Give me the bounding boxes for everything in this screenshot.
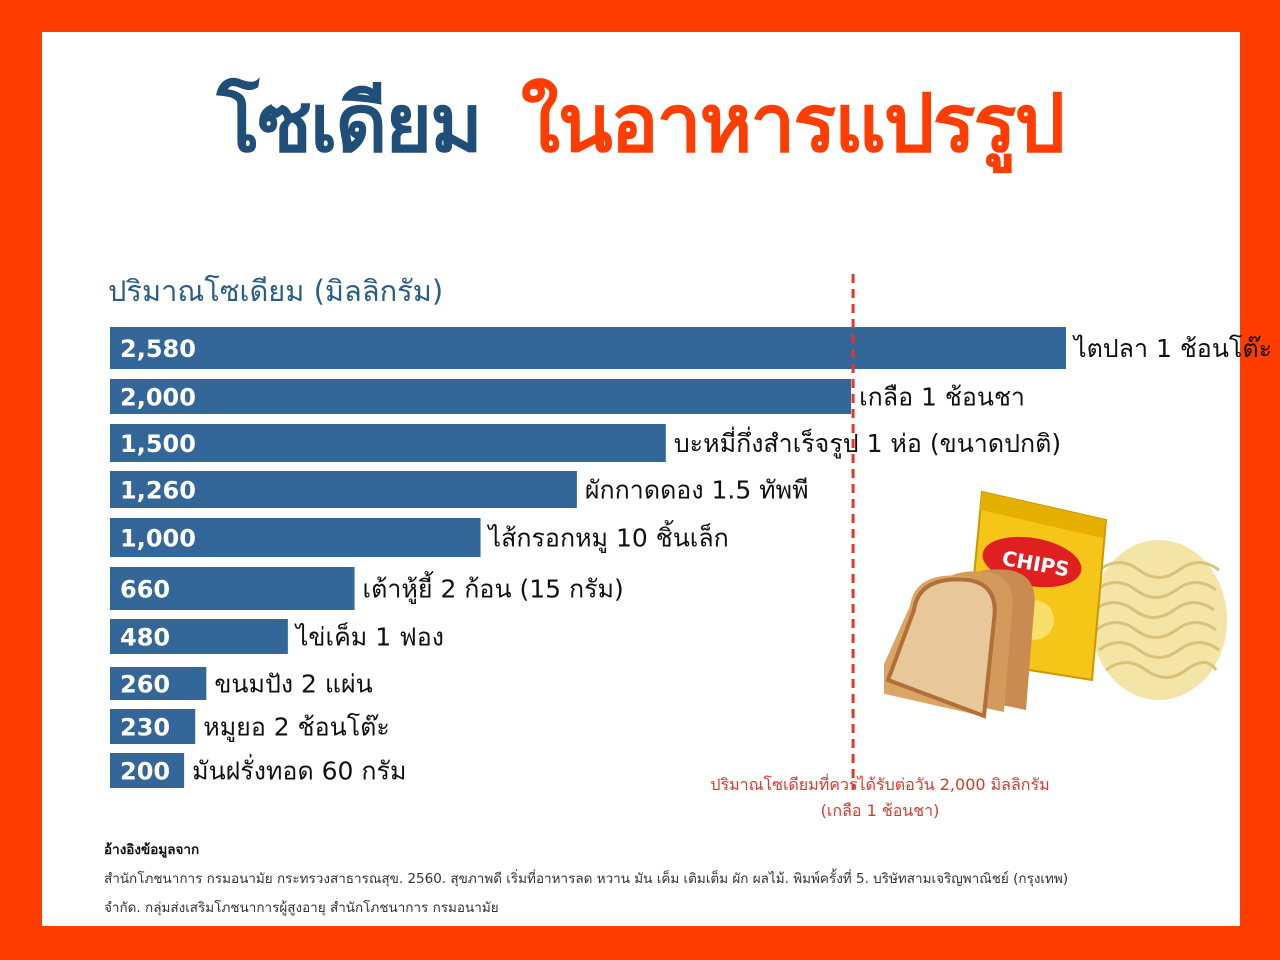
bar-6	[110, 567, 355, 610]
bar-category-label: ขนมปัง 2 แผ่น	[214, 670, 372, 699]
instant-noodle-icon	[1091, 540, 1227, 700]
bar-value-label: 230	[120, 714, 170, 742]
title-part-sodium: โซเดียม	[216, 77, 483, 170]
page-title: โซเดียม ในอาหารแปรรูป	[0, 60, 1280, 187]
source-line-2: จำกัด. กลุ่มส่งเสริมโภชนาการผู้สูงอายุ ส…	[104, 900, 499, 916]
bar-value-label: 2,580	[120, 335, 196, 363]
bar-value-label: 200	[120, 758, 170, 786]
bar-value-label: 1,260	[120, 477, 196, 505]
bar-category-label: เต้าหู้ยี้ 2 ก้อน (15 กรัม)	[363, 571, 624, 605]
bar-category-label: ผักกาดดอง 1.5 ทัพพี	[585, 476, 809, 505]
bar-category-label: ไตปลา 1 ช้อนโต๊ะ	[1072, 334, 1272, 363]
bar-10	[110, 753, 185, 788]
bar-category-label: บะหมี่กึ่งสำเร็จรูป 1 ห่อ (ขนาดปกติ)	[674, 426, 1061, 459]
bar-category-label: เกลือ 1 ช้อนชา	[859, 383, 1025, 412]
bar-category-label: หมูยอ 2 ช้อนโต๊ะ	[203, 713, 390, 743]
bar-value-label: 260	[120, 671, 170, 699]
bar-4	[110, 471, 577, 508]
bar-1	[110, 327, 1066, 369]
chart-axis-title: ปริมาณโซเดียม (มิลลิกรัม)	[108, 274, 444, 308]
bar-9	[110, 709, 196, 744]
source-line-1: สำนักโภชนาการ กรมอนามัย กระทรวงสาธารณสุข…	[104, 871, 1069, 887]
source-citation: อ้างอิงข้อมูลจาก สำนักโภชนาการ กรมอนามัย…	[104, 836, 1204, 923]
bar-value-label: 1,000	[120, 525, 196, 553]
bar-category-label: มันฝรั่งทอด 60 กรัม	[192, 754, 406, 786]
title-part-processed-food: ในอาหารแปรรูป	[520, 77, 1065, 170]
bar-5	[110, 518, 481, 557]
bar-value-label: 480	[120, 624, 170, 652]
bar-2	[110, 379, 852, 414]
bar-value-label: 1,500	[120, 430, 196, 458]
reference-line-note: ปริมาณโซเดียมที่ควรได้รับต่อวัน 2,000 มิ…	[690, 772, 1070, 824]
bread-slices-icon	[884, 569, 1035, 719]
reference-note-line1: ปริมาณโซเดียมที่ควรได้รับต่อวัน 2,000 มิ…	[710, 775, 1050, 794]
bar-value-label: 2,000	[120, 384, 196, 412]
bar-value-label: 660	[120, 576, 170, 604]
bar-8	[110, 667, 207, 700]
bar-7	[110, 619, 288, 654]
reference-note-line2: (เกลือ 1 ช้อนชา)	[820, 801, 940, 820]
bar-3	[110, 424, 666, 462]
source-heading: อ้างอิงข้อมูลจาก	[104, 842, 200, 858]
bar-category-label: ไส้กรอกหมู 10 ชิ้นเล็ก	[487, 520, 729, 554]
processed-food-illustration: CHIPS	[884, 490, 1227, 719]
bar-category-label: ไข่เค็ม 1 ฟอง	[294, 622, 444, 652]
